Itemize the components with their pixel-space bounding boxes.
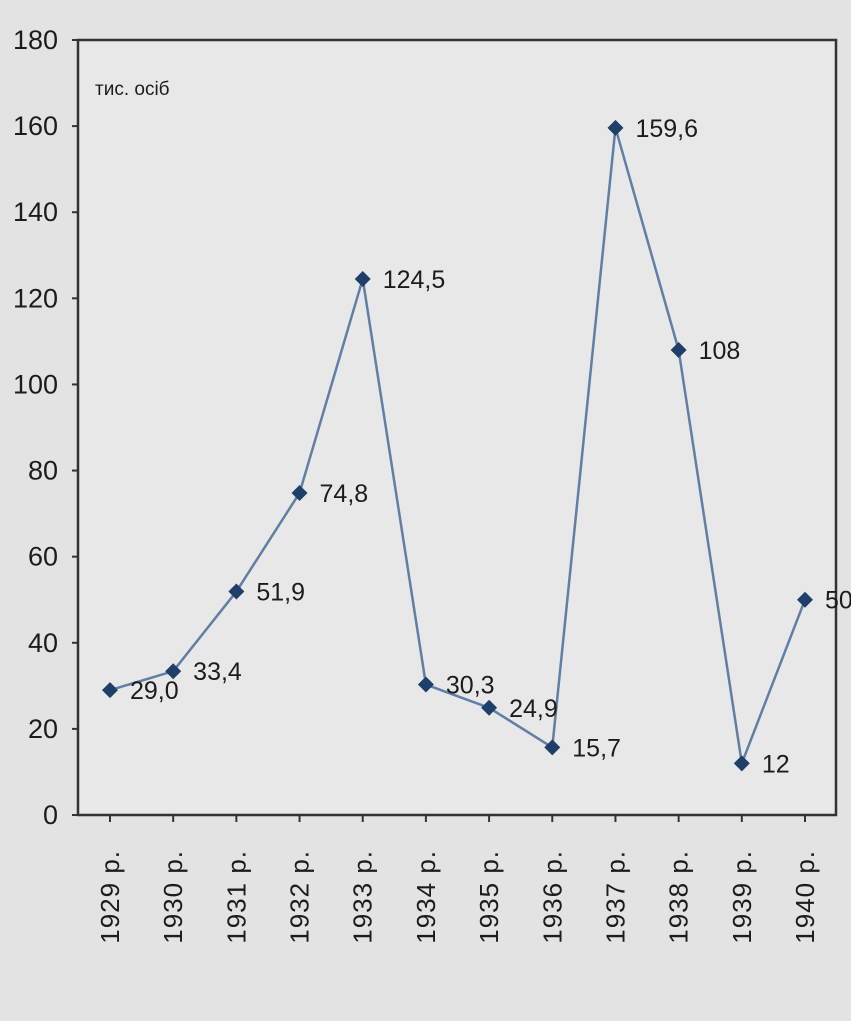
x-tick-label: 1930 р. — [158, 850, 188, 944]
data-point-marker — [291, 484, 308, 501]
x-tick-label: 1934 р. — [411, 850, 441, 944]
data-label: 159,6 — [635, 115, 698, 143]
x-tick-label: 1936 р. — [537, 850, 567, 944]
y-tick-label: 140 — [13, 197, 58, 227]
x-tick-label: 1940 р. — [790, 850, 820, 944]
series-layer — [102, 119, 813, 772]
y-tick-label: 180 — [13, 25, 58, 55]
x-tick-label: 1935 р. — [474, 850, 504, 944]
data-point-marker — [417, 676, 434, 693]
plot-area — [76, 38, 838, 817]
x-tick-label: 1937 р. — [600, 850, 630, 944]
data-label: 30,3 — [446, 672, 495, 700]
data-label: 33,4 — [193, 658, 242, 686]
y-unit-label: тис. осіб — [95, 79, 170, 100]
data-label: 50 — [825, 587, 851, 615]
data-label: 29,0 — [130, 677, 179, 705]
y-tick-label: 120 — [13, 283, 58, 313]
data-point-marker — [733, 755, 750, 772]
x-tick-label: 1938 р. — [664, 850, 694, 944]
data-point-marker — [165, 663, 182, 680]
data-label: 12 — [762, 750, 790, 778]
data-point-marker — [481, 699, 498, 716]
y-tick-label: 100 — [13, 369, 58, 399]
y-tick-label: 60 — [28, 542, 58, 572]
series-line — [109, 126, 807, 765]
data-point-marker — [102, 682, 118, 699]
x-tick-label: 1933 р. — [348, 850, 378, 944]
x-axis-ticks: 1929 р. 1930 р. 1931 р. 1932 р. 1933 р. 1934 … — [95, 815, 820, 944]
data-label: 51,9 — [256, 579, 305, 607]
y-axis-ticks: 0 20 40 60 80 100 120 140 160 180 — [13, 25, 78, 830]
data-labels: 29,0 33,4 51,9 74,8 124,5 30,3 24,9 15,7 159,6 10… — [130, 115, 851, 778]
x-tick-label: 1932 р. — [285, 850, 315, 944]
data-point-marker — [544, 739, 561, 756]
data-label: 24,9 — [509, 695, 558, 723]
y-tick-label: 160 — [13, 111, 58, 141]
y-tick-label: 80 — [28, 456, 58, 486]
x-tick-label: 1929 р. — [95, 850, 125, 944]
data-point-marker — [797, 591, 813, 608]
data-label: 108 — [699, 337, 741, 365]
y-tick-label: 0 — [43, 800, 58, 830]
y-tick-label: 20 — [28, 714, 58, 744]
x-tick-label: 1931 р. — [221, 850, 251, 944]
data-point-marker — [228, 583, 245, 600]
data-label: 124,5 — [383, 266, 446, 294]
data-label: 15,7 — [572, 734, 621, 762]
data-point-marker — [354, 270, 371, 287]
y-tick-label: 40 — [28, 628, 58, 658]
data-label: 74,8 — [320, 480, 369, 508]
data-point-marker — [670, 342, 687, 358]
x-tick-label: 1939 р. — [727, 850, 757, 944]
data-point-marker — [607, 119, 624, 136]
